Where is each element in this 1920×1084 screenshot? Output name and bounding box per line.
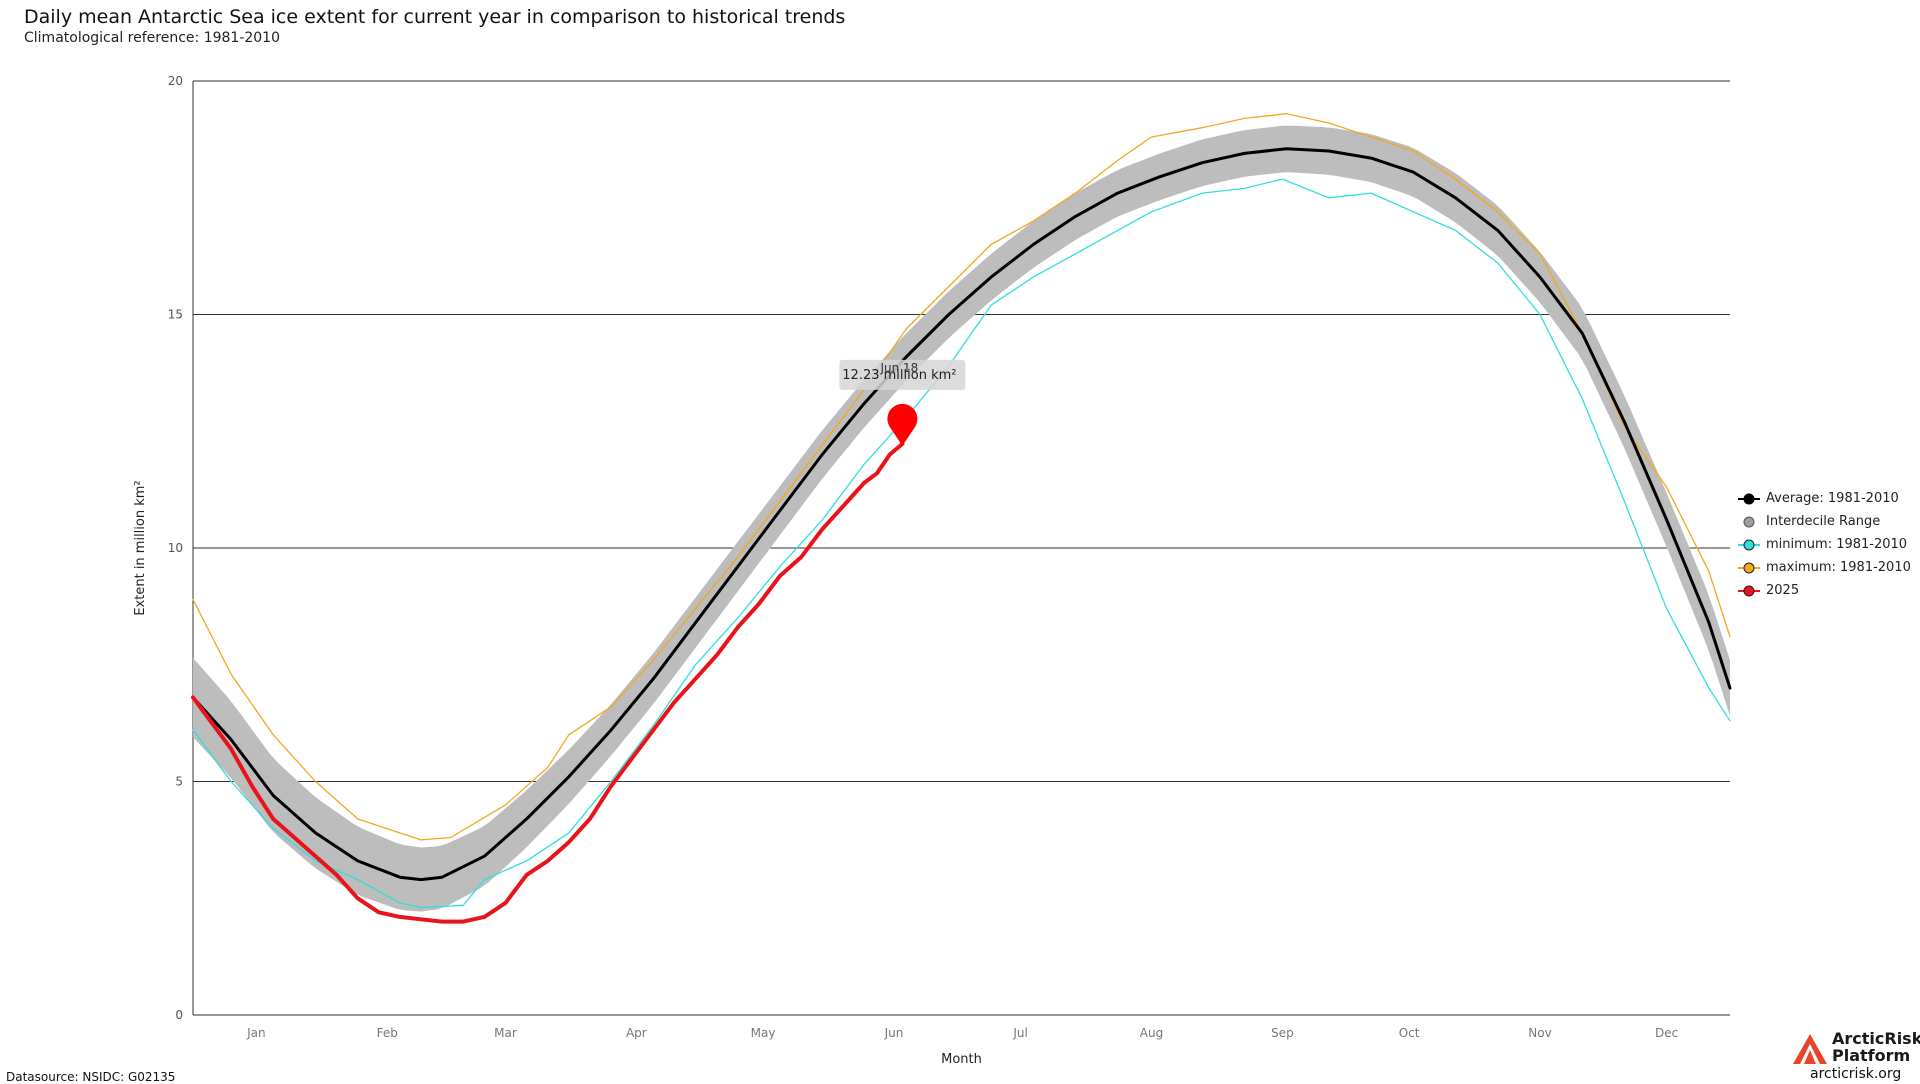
series-2025[interactable]: [191, 441, 905, 924]
legend-item-minimum[interactable]: minimum: 1981-2010: [1738, 533, 1911, 556]
x-axis-label: Month: [941, 1052, 982, 1067]
y-tick-label: 15: [168, 308, 183, 322]
y-tick-label: 10: [168, 541, 183, 555]
legend-label-maximum: maximum: 1981-2010: [1766, 560, 1911, 575]
legend-item-2025[interactable]: 2025: [1738, 579, 1911, 602]
interdecile-band[interactable]: [193, 125, 1730, 912]
legend-2025-marker: [1738, 585, 1760, 596]
x-tick-label: Jun: [884, 1026, 904, 1040]
legend-label-interdecile: Interdecile Range: [1766, 514, 1881, 529]
chart-title: Daily mean Antarctic Sea ice extent for …: [24, 6, 846, 28]
legend: Average: 1981-2010 Interdecile Range min…: [1738, 487, 1911, 602]
arcticrisk-logo-icon: [1793, 1034, 1827, 1064]
x-tick-label: Sep: [1271, 1026, 1294, 1040]
tooltip-value: 12.23 million km²: [842, 368, 956, 383]
legend-interdecile-marker: [1743, 516, 1755, 527]
x-tick-label: Jan: [246, 1026, 266, 1040]
x-tick-label: Oct: [1399, 1026, 1420, 1040]
legend-maximum-marker: [1738, 562, 1760, 573]
logo-url[interactable]: arcticrisk.org: [1810, 1066, 1902, 1082]
legend-label-minimum: minimum: 1981-2010: [1766, 537, 1908, 552]
legend-item-maximum[interactable]: maximum: 1981-2010: [1738, 556, 1911, 579]
series-maximum[interactable]: [192, 113, 1731, 841]
tooltip-date: Jun 18: [879, 361, 918, 375]
chart-subtitle: Climatological reference: 1981-2010: [24, 30, 280, 46]
y-tick-label: 20: [168, 74, 183, 88]
legend-item-interdecile[interactable]: Interdecile Range: [1738, 510, 1911, 533]
legend-label-average: Average: 1981-2010: [1766, 491, 1899, 506]
tooltip-box: [839, 359, 966, 390]
datasource-note: Datasource: NSIDC: G02135: [6, 1070, 176, 1084]
current-value-marker[interactable]: [887, 403, 918, 446]
logo-name-line1: ArcticRisk: [1832, 1029, 1920, 1048]
legend-minimum-marker: [1738, 539, 1760, 550]
x-tick-label: Jul: [1012, 1026, 1027, 1040]
y-tick-label: 5: [175, 775, 183, 789]
x-tick-label: Nov: [1528, 1026, 1551, 1040]
logo-name-line2: Platform: [1832, 1046, 1911, 1065]
y-axis-label: Extent in million km²: [133, 480, 148, 615]
legend-average-marker: [1738, 493, 1760, 504]
arcticrisk-logo[interactable]: ArcticRisk Platform arcticrisk.org: [1792, 1030, 1920, 1082]
x-tick-label: Feb: [377, 1026, 398, 1040]
x-tick-label: Apr: [626, 1026, 647, 1040]
legend-item-average[interactable]: Average: 1981-2010: [1738, 487, 1911, 510]
series-average[interactable]: [191, 147, 1732, 882]
logo-name: ArcticRisk Platform: [1832, 1030, 1920, 1064]
x-tick-label: Dec: [1655, 1026, 1678, 1040]
x-tick-label: May: [751, 1026, 776, 1040]
x-tick-label: Mar: [494, 1026, 517, 1040]
y-tick-label: 0: [175, 1008, 183, 1022]
x-tick-label: Aug: [1140, 1026, 1163, 1040]
legend-label-2025: 2025: [1766, 583, 1800, 598]
